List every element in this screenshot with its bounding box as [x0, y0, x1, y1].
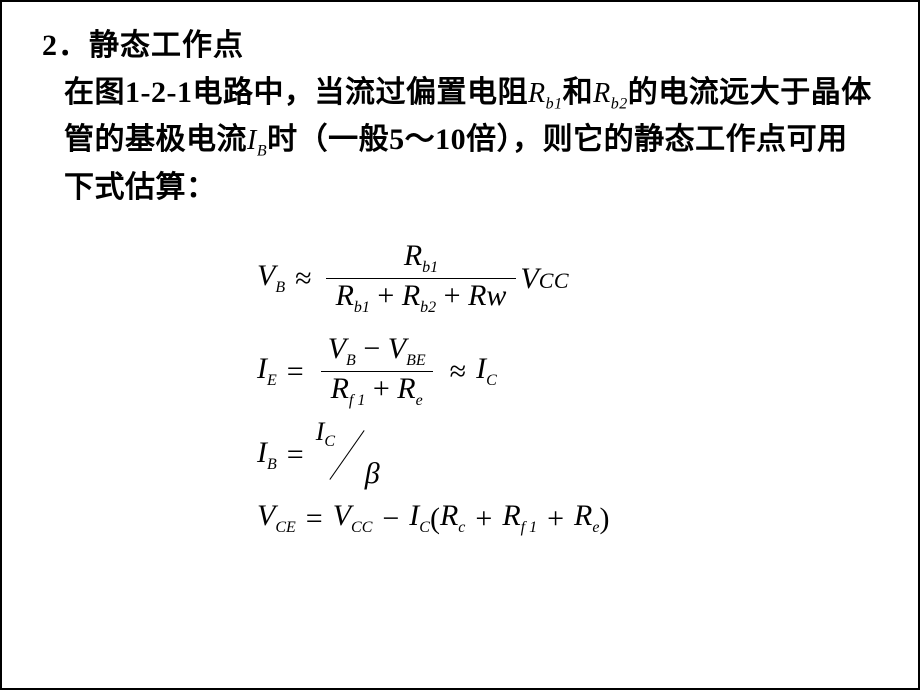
- eq4-t5: Re: [574, 501, 599, 536]
- symbol-ib: IB: [247, 125, 267, 156]
- eq4-t3: Rc: [440, 501, 465, 536]
- equation-ib: IB = IC β: [257, 427, 878, 483]
- approx-sign: ≈: [450, 357, 466, 387]
- eq1-denominator: Rb1 + Rb2 + Rw: [326, 278, 517, 316]
- eq3-fraction: IC β: [314, 427, 380, 483]
- plus-sign: +: [547, 504, 564, 534]
- equal-sign: =: [306, 504, 323, 534]
- equation-vce: VCE = VCC − IC ( Rc + Rf 1 + Re ): [257, 501, 878, 536]
- eq1-rhs: VCC: [520, 264, 569, 294]
- symbol-rb2: Rb2: [593, 78, 628, 109]
- eq4-t2: IC: [409, 501, 430, 536]
- section-heading: 2．静态工作点: [42, 20, 878, 64]
- equation-ie: IE = VB − VBE Rf 1 + Re ≈ IC: [257, 334, 878, 409]
- lparen: (: [430, 504, 440, 534]
- equal-sign: =: [287, 440, 304, 470]
- equation-vb: VB ≈ Rb1 Rb1 + Rb2 + Rw VCC: [257, 241, 878, 316]
- eq1-fraction: Rb1 Rb1 + Rb2 + Rw: [326, 241, 517, 316]
- formula-block: VB ≈ Rb1 Rb1 + Rb2 + Rw VCC IE = VB: [257, 241, 878, 536]
- eq2-lhs: IE: [257, 354, 277, 389]
- eq2-rhs: IC: [476, 354, 497, 389]
- plus-sign: +: [475, 504, 492, 534]
- eq4-t4: Rf 1: [502, 501, 537, 536]
- eq3-lhs: IB: [257, 438, 277, 473]
- slide: 2．静态工作点 在图1-2-1电路中，当流过偏置电阻Rb1和Rb2的电流远大于晶…: [0, 0, 920, 690]
- eq3-numerator: IC: [316, 419, 335, 450]
- approx-sign: ≈: [295, 264, 311, 294]
- equal-sign: =: [287, 357, 304, 387]
- eq2-numerator: VB − VBE: [318, 334, 436, 371]
- eq4-t1: VCC: [333, 501, 373, 536]
- symbol-rb1: Rb1: [528, 78, 563, 109]
- text-run: 和: [563, 76, 594, 109]
- eq2-fraction: VB − VBE Rf 1 + Re: [318, 334, 436, 409]
- eq3-denominator: β: [365, 459, 380, 489]
- rparen: ): [599, 504, 609, 534]
- minus-sign: −: [382, 504, 399, 534]
- body-paragraph: 在图1-2-1电路中，当流过偏置电阻Rb1和Rb2的电流远大于晶体管的基极电流I…: [42, 70, 878, 211]
- eq4-lhs: VCE: [257, 501, 296, 536]
- eq1-lhs: VB: [257, 261, 285, 296]
- eq1-numerator: Rb1: [394, 241, 448, 278]
- text-run: 在图1-2-1电路中，当流过偏置电阻: [64, 76, 528, 109]
- eq2-denominator: Rf 1 + Re: [321, 371, 433, 409]
